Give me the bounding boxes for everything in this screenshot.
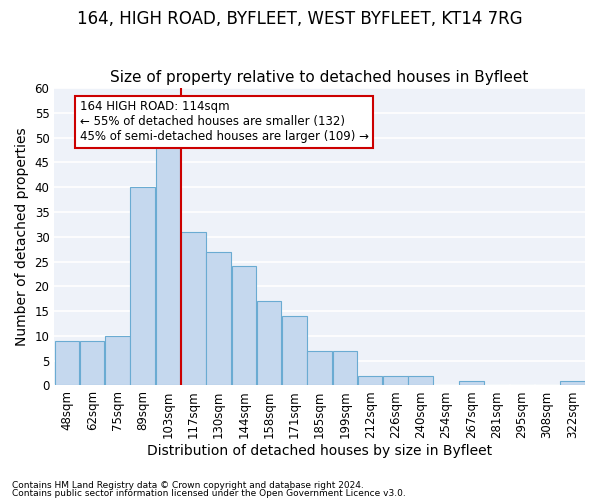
Bar (358, 376, 382, 386)
Y-axis label: Number of detached properties: Number of detached properties (15, 128, 29, 346)
Bar (307, 351, 332, 386)
Bar (55, 341, 79, 386)
Bar (409, 376, 433, 386)
Bar (232, 266, 256, 386)
Bar (257, 301, 281, 386)
Bar (105, 336, 130, 386)
X-axis label: Distribution of detached houses by size in Byfleet: Distribution of detached houses by size … (147, 444, 492, 458)
Bar (383, 376, 408, 386)
Bar (282, 316, 307, 386)
Bar (560, 380, 584, 386)
Text: 164, HIGH ROAD, BYFLEET, WEST BYFLEET, KT14 7RG: 164, HIGH ROAD, BYFLEET, WEST BYFLEET, K… (77, 10, 523, 28)
Text: Contains public sector information licensed under the Open Government Licence v3: Contains public sector information licen… (12, 488, 406, 498)
Text: 164 HIGH ROAD: 114sqm
← 55% of detached houses are smaller (132)
45% of semi-det: 164 HIGH ROAD: 114sqm ← 55% of detached … (80, 100, 368, 144)
Bar (181, 232, 206, 386)
Text: Contains HM Land Registry data © Crown copyright and database right 2024.: Contains HM Land Registry data © Crown c… (12, 481, 364, 490)
Bar (80, 341, 104, 386)
Bar (156, 142, 180, 386)
Bar (459, 380, 484, 386)
Bar (206, 252, 231, 386)
Title: Size of property relative to detached houses in Byfleet: Size of property relative to detached ho… (110, 70, 529, 86)
Bar (130, 187, 155, 386)
Bar (332, 351, 357, 386)
